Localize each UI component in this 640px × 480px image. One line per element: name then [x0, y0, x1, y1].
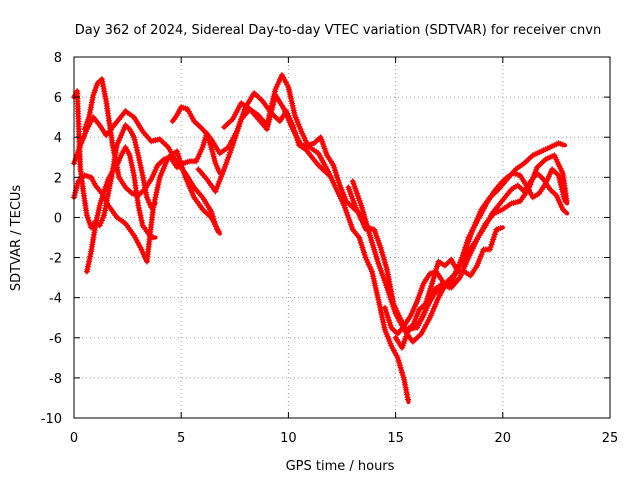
series-arc-13	[414, 152, 570, 331]
x-tick-label: 0	[70, 431, 78, 446]
x-tick-label: 5	[177, 431, 185, 446]
y-tick-label: 2	[54, 171, 62, 186]
series-markers	[414, 152, 570, 331]
x-tick-label: 25	[602, 431, 619, 446]
y-tick-label: 4	[54, 131, 62, 146]
y-tick-label: 0	[54, 211, 62, 226]
series-line	[170, 90, 334, 180]
series-layer	[71, 72, 570, 405]
x-tick-label: 10	[280, 431, 297, 446]
x-axis-title: GPS time / hours	[286, 459, 395, 474]
series-arc-6	[169, 90, 334, 180]
chart-title: Day 362 of 2024, Sidereal Day-to-day VTE…	[75, 23, 601, 38]
plot-frame	[73, 56, 611, 419]
y-tick-label: 8	[54, 51, 62, 66]
series-markers	[169, 90, 333, 179]
y-tick-labels: -10 -8 -6 -4 -2 0 2 4 6 8	[41, 51, 62, 427]
y-axis-title: SDTVAR / TECUs	[9, 185, 24, 292]
x-tick-label: 15	[387, 431, 404, 446]
series-line	[71, 108, 220, 234]
x-tick-labels: 0 5 10 15 20 25	[70, 431, 618, 446]
y-tick-label: -4	[49, 292, 62, 307]
grid	[74, 57, 610, 418]
y-tick-label: -10	[41, 412, 62, 427]
y-tick-label: 6	[54, 91, 62, 106]
series-markers	[195, 72, 368, 231]
series-arc-7	[195, 72, 368, 232]
series-markers	[221, 92, 411, 403]
y-tick-label: -2	[49, 252, 62, 267]
x-tick-label: 20	[495, 431, 512, 446]
y-tick-label: -6	[49, 332, 62, 347]
y-tick-label: -8	[49, 372, 62, 387]
series-arc-8	[221, 92, 411, 405]
series-arc-11	[381, 166, 568, 337]
series-markers	[381, 166, 568, 337]
